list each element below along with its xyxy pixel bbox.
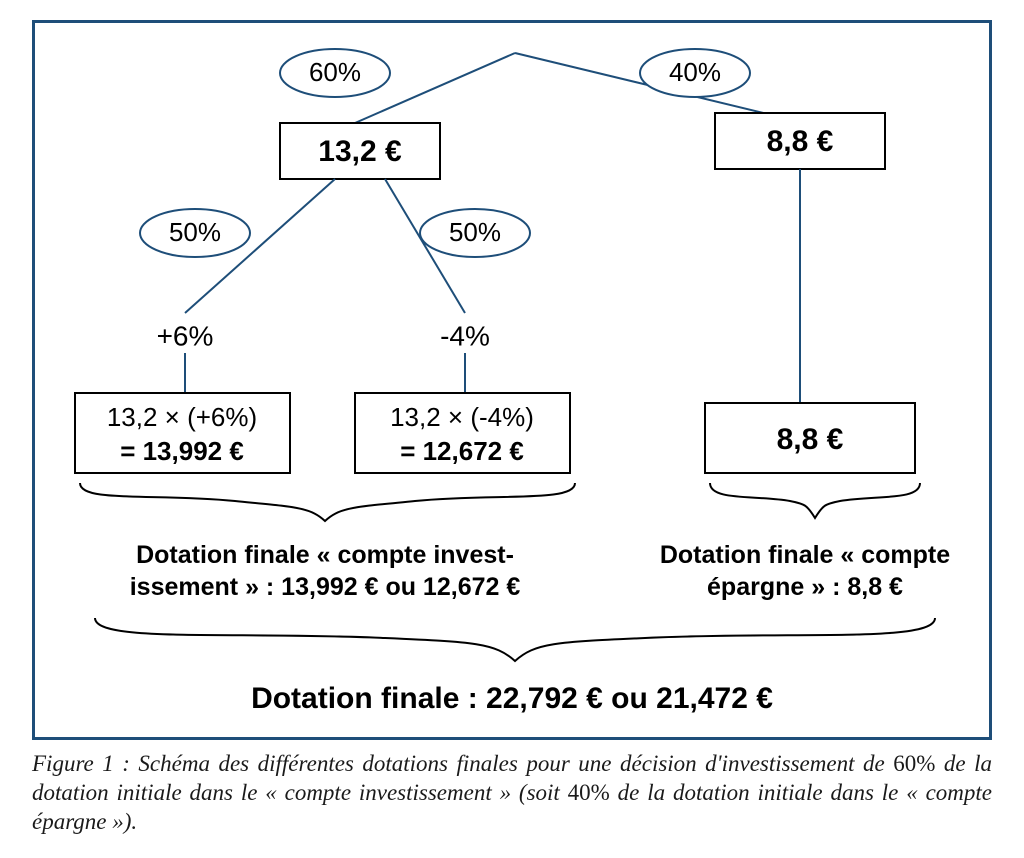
label-rate-right: -4% xyxy=(440,320,490,351)
summary-right-l2: épargne » : 8,8 € xyxy=(707,573,903,601)
label-left-value: 13,2 € xyxy=(318,135,402,168)
label-sub-right: 50% xyxy=(449,217,501,247)
final-line: Dotation finale : 22,792 € ou 21,472 € xyxy=(251,682,773,715)
label-calc-right-l1: 13,2 × (-4%) xyxy=(390,402,534,432)
label-prob-right: 40% xyxy=(669,57,721,87)
label-right-value: 8,8 € xyxy=(767,125,834,158)
summary-right-l1: Dotation finale « compte xyxy=(660,541,950,569)
label-calc-left-l1: 13,2 × (+6%) xyxy=(107,402,257,432)
diagram-svg: 60% 40% 13,2 € 8,8 € 50% 50% +6% -4% xyxy=(35,23,989,737)
diagram-frame: 60% 40% 13,2 € 8,8 € 50% 50% +6% -4% xyxy=(32,20,992,740)
brace-right xyxy=(710,483,920,518)
page: 60% 40% 13,2 € 8,8 € 50% 50% +6% -4% xyxy=(0,0,1024,858)
summary-left-l2: issement » : 13,992 € ou 12,672 € xyxy=(130,573,521,601)
label-rate-left: +6% xyxy=(157,320,214,351)
brace-overall xyxy=(95,618,935,661)
summary-left-l1: Dotation finale « compte invest- xyxy=(136,541,514,569)
label-right-result: 8,8 € xyxy=(777,423,844,456)
label-calc-right-l2: = 12,672 € xyxy=(400,436,524,466)
brace-left xyxy=(80,483,575,521)
label-calc-left-l2: = 13,992 € xyxy=(120,436,244,466)
caption-prefix: Figure 1 : Schéma des différentes dotati… xyxy=(32,751,893,776)
figure-caption: Figure 1 : Schéma des différentes dotati… xyxy=(32,750,992,836)
caption-pct1: 60% xyxy=(893,751,935,776)
label-prob-left: 60% xyxy=(309,57,361,87)
label-sub-left: 50% xyxy=(169,217,221,247)
caption-pct2: 40% xyxy=(568,780,610,805)
